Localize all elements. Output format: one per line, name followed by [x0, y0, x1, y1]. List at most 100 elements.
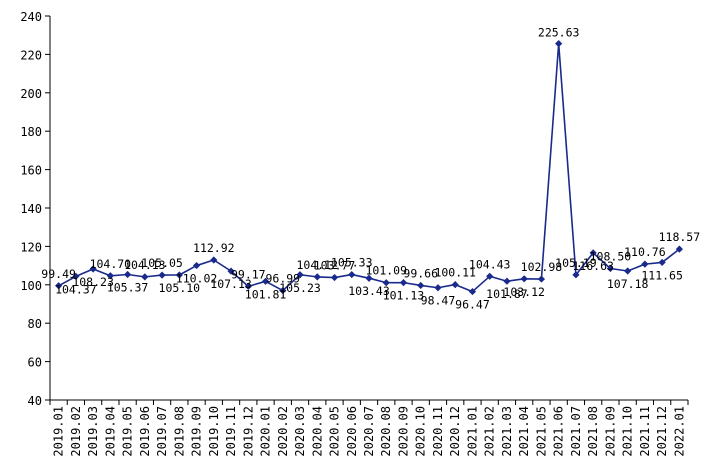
data-point: [624, 267, 632, 275]
data-label: 108.23: [72, 275, 114, 289]
data-point: [399, 279, 408, 287]
data-point: [520, 275, 528, 283]
data-label: 99.66: [403, 266, 438, 280]
data-point: [675, 245, 683, 253]
data-point: [572, 271, 580, 279]
x-tick-label: 2021.09: [603, 406, 617, 457]
data-label: 118.57: [659, 230, 701, 244]
x-tick-label: 2020.07: [362, 406, 376, 457]
data-label: 107.18: [607, 277, 649, 291]
x-tick-label: 2019.05: [121, 406, 135, 457]
x-tick-label: 2021.10: [621, 406, 635, 457]
data-point: [123, 270, 132, 279]
data-point: [486, 272, 494, 280]
data-point: [451, 280, 459, 289]
x-tick-label: 2021.02: [483, 406, 497, 457]
data-label: 116.63: [572, 259, 614, 273]
data-label: 101.09: [365, 264, 407, 278]
data-point: [537, 275, 546, 283]
y-tick-label: 240: [20, 10, 42, 24]
y-tick-label: 220: [20, 48, 42, 62]
x-tick-label: 2022.01: [672, 406, 686, 457]
data-label: 105.23: [279, 281, 321, 295]
data-point: [589, 249, 597, 257]
series-points: [55, 39, 683, 296]
data-point: [417, 281, 425, 290]
data-label: 104.70: [90, 257, 132, 271]
data-label: 101.81: [245, 287, 287, 301]
data-label: 107.13: [210, 277, 252, 291]
x-tick-label: 2019.06: [138, 406, 152, 457]
data-label: 101.13: [383, 289, 425, 303]
data-point: [158, 271, 166, 279]
data-point: [606, 264, 615, 273]
data-label: 105.19: [555, 256, 597, 270]
y-tick-label: 140: [20, 202, 42, 216]
x-tick-label: 2019.01: [52, 406, 66, 457]
data-point: [313, 273, 321, 281]
data-point: [141, 273, 149, 281]
data-label: 104.13: [124, 258, 166, 272]
data-point: [503, 277, 511, 285]
x-tick-label: 2020.12: [448, 406, 462, 457]
data-label: 99.49: [41, 267, 76, 281]
data-point: [468, 287, 477, 296]
data-point: [72, 272, 80, 281]
data-point: [279, 286, 287, 295]
y-axis-ticks: 40 60 80 100 120 140 160 180 200 220 240: [20, 10, 50, 408]
x-tick-label: 2021.07: [569, 406, 583, 457]
data-point: [192, 261, 201, 270]
x-tick-label: 2021.05: [534, 406, 548, 457]
y-tick-label: 100: [20, 279, 42, 293]
x-tick-label: 2019.07: [155, 406, 169, 457]
y-tick-label: 200: [20, 87, 42, 101]
data-label: 104.43: [469, 257, 511, 271]
x-tick-label: 2021.01: [465, 406, 479, 457]
x-tick-label: 2019.10: [207, 406, 221, 457]
data-point: [382, 279, 390, 287]
x-tick-label: 2020.03: [293, 406, 307, 457]
x-tick-label: 2020.06: [345, 406, 359, 457]
data-label: 103.12: [503, 285, 545, 299]
y-tick-label: 120: [20, 240, 42, 254]
data-label: 101.87: [486, 287, 528, 301]
x-tick-label: 2020.04: [310, 406, 324, 457]
data-point: [106, 272, 114, 280]
data-label: 105.10: [159, 281, 201, 295]
data-point: [175, 271, 183, 279]
data-point: [641, 260, 649, 268]
y-tick-label: 80: [28, 317, 42, 331]
x-tick-label: 2020.10: [414, 406, 428, 457]
x-tick-label: 2021.11: [638, 406, 652, 457]
data-label: 100.11: [434, 266, 476, 280]
x-tick-label: 2021.06: [552, 406, 566, 457]
x-tick-label: 2021.03: [500, 406, 514, 457]
data-label: 111.65: [641, 268, 683, 282]
x-tick-label: 2019.02: [69, 406, 83, 457]
y-tick-label: 160: [20, 164, 42, 178]
axes: [49, 16, 688, 401]
data-label: 103.77: [314, 259, 356, 273]
data-label: 98.47: [421, 294, 456, 308]
x-tick-label: 2019.12: [241, 406, 255, 457]
data-point: [555, 39, 563, 48]
data-label: 110.02: [176, 272, 218, 286]
data-point: [55, 282, 63, 290]
data-point: [227, 267, 235, 275]
data-point: [348, 270, 356, 279]
data-label: 112.92: [193, 241, 235, 255]
x-tick-label: 2020.11: [431, 406, 445, 457]
data-point: [210, 256, 218, 264]
data-label: 103.43: [348, 284, 390, 298]
x-tick-label: 2019.04: [103, 406, 117, 457]
x-tick-label: 2020.05: [328, 406, 342, 457]
series-line: [58, 42, 680, 293]
x-tick-label: 2021.08: [586, 406, 600, 457]
data-point: [434, 284, 442, 292]
x-tick-label: 2019.09: [190, 406, 204, 457]
data-point: [658, 258, 666, 267]
data-point: [244, 282, 252, 290]
x-tick-label: 2020.01: [259, 406, 273, 457]
